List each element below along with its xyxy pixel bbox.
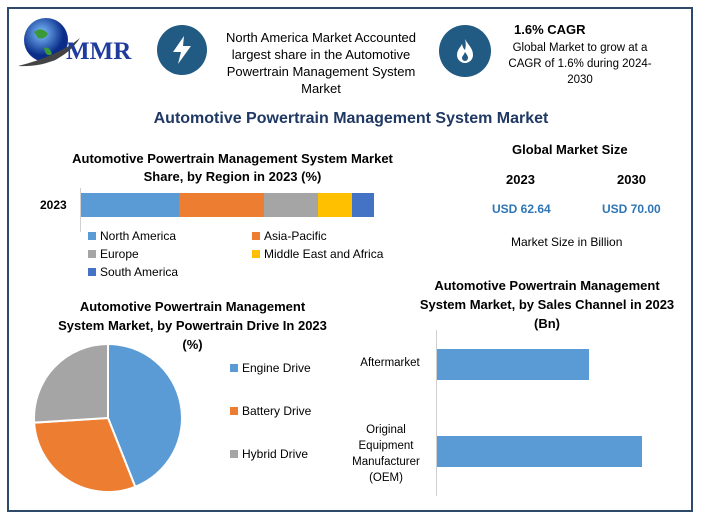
bar-oem bbox=[437, 436, 642, 467]
sales-chart-title: Automotive Powertrain Management System … bbox=[419, 278, 675, 331]
legend-south-america: South America bbox=[88, 265, 178, 279]
segment-middle-east-and-africa bbox=[318, 193, 352, 217]
cagr-title: 1.6% CAGR bbox=[514, 22, 586, 37]
region-category-label: 2023 bbox=[40, 198, 67, 212]
year-2030: 2030 bbox=[617, 172, 646, 187]
bar-aftermarket bbox=[437, 349, 590, 380]
sales-axis-line bbox=[436, 330, 437, 496]
region-stacked-bar bbox=[81, 193, 374, 217]
lightning-icon bbox=[157, 25, 207, 75]
globe-icon bbox=[18, 18, 80, 67]
slice-engine-drive bbox=[107, 342, 183, 489]
segment-south-america bbox=[352, 193, 374, 217]
legend-europe: Europe bbox=[88, 247, 139, 261]
segment-europe bbox=[264, 193, 319, 217]
year-2023: 2023 bbox=[506, 172, 535, 187]
segment-north-america bbox=[81, 193, 180, 217]
cagr-text: Global Market to grow at a CAGR of 1.6% … bbox=[508, 42, 652, 86]
powertrain-pie-chart bbox=[33, 342, 183, 493]
highlight-text: North America Market Accounted largest s… bbox=[225, 30, 417, 96]
slice-hybrid-drive bbox=[33, 342, 109, 424]
region-chart-title: Automotive Powertrain Management System … bbox=[72, 151, 393, 184]
legend-engine-drive: Engine Drive bbox=[230, 361, 311, 375]
label-aftermarket: Aftermarket bbox=[360, 357, 420, 369]
infographic-frame bbox=[7, 7, 693, 512]
mmr-logo: MMR bbox=[14, 14, 144, 76]
legend-hybrid-drive: Hybrid Drive bbox=[230, 447, 308, 461]
pie-chart-title: Automotive Powertrain Management System … bbox=[58, 299, 327, 352]
market-size-title: Global Market Size bbox=[512, 142, 628, 157]
segment-asia-pacific bbox=[179, 193, 265, 217]
region-axis-line bbox=[80, 188, 81, 232]
flame-icon bbox=[439, 25, 491, 77]
legend-asia-pacific: Asia-Pacific bbox=[252, 229, 327, 243]
slice-battery-drive bbox=[33, 416, 137, 493]
logo-text: MMR bbox=[66, 38, 132, 65]
legend-battery-drive: Battery Drive bbox=[230, 404, 311, 418]
main-title: Automotive Powertrain Management System … bbox=[153, 110, 549, 127]
value-2030: USD 70.00 bbox=[602, 202, 661, 216]
value-2023: USD 62.64 bbox=[492, 202, 551, 216]
market-size-note: Market Size in Billion bbox=[511, 235, 623, 249]
label-oem: Original Equipment Manufacturer (OEM) bbox=[352, 424, 420, 484]
legend-middle-east-africa: Middle East and Africa bbox=[252, 247, 383, 261]
legend-north-america: North America bbox=[88, 229, 176, 243]
